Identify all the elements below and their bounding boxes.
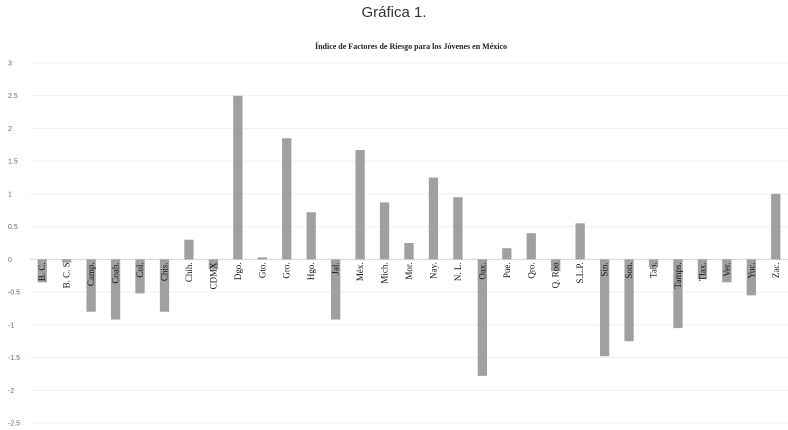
category-label: Ver.: [722, 262, 732, 276]
y-tick-label: 2: [8, 126, 12, 133]
category-label: Qro.: [526, 262, 536, 278]
bar: [208, 259, 219, 270]
category-label: Méx.: [355, 262, 365, 281]
category-label: Mich.: [380, 262, 390, 283]
y-axis: 3 2.5 2 1.5 1 0.5 0 -0.5 -1 -1.5 -2 -2.5: [8, 61, 20, 428]
bar: [746, 259, 756, 296]
bar: [37, 259, 47, 283]
category-label: Col.: [135, 262, 145, 277]
bar: [257, 257, 267, 260]
category-label: Oax.: [477, 262, 487, 279]
bar: [624, 259, 634, 342]
category-label: Hgo.: [306, 262, 316, 280]
y-tick-label: -1.5: [8, 355, 20, 362]
bar: [110, 259, 121, 320]
bar: [135, 259, 145, 294]
category-label: B. C.: [37, 262, 47, 281]
category-label: Dgo.: [233, 262, 243, 280]
bar: [184, 239, 194, 260]
bar: [282, 138, 292, 260]
bar: [355, 150, 365, 260]
y-tick-label: 2.5: [8, 93, 18, 100]
bar: [551, 259, 561, 272]
y-tick-label: -1: [8, 322, 14, 329]
bar: [599, 259, 610, 357]
category-label: Jal.: [331, 262, 341, 274]
category-label: Sin.: [600, 262, 610, 276]
category-label: Yuc.: [746, 262, 756, 278]
bar: [526, 233, 536, 260]
bar: [453, 197, 463, 260]
category-label: B. C. S: [62, 262, 72, 288]
bar: [428, 177, 439, 260]
figure-caption: Gráfica 1.: [361, 4, 427, 21]
bar: [379, 202, 390, 260]
category-labels: B. C. B. C. S Camp. Coah. Col. Chis. Chih. CDMX…: [37, 262, 781, 290]
y-tick-label: 1: [8, 191, 12, 198]
category-label: Camp.: [86, 262, 96, 286]
y-tick-label: -2: [8, 388, 14, 395]
y-tick-label: 1.5: [8, 159, 18, 166]
category-label: S.L.P.: [575, 262, 585, 283]
chart-title: Índice de Factores de Riesgo para los Jó…: [315, 41, 507, 51]
bar: [771, 193, 781, 260]
category-label: Mor.: [404, 262, 414, 279]
category-label: Coah.: [111, 262, 121, 283]
y-tick-label: -0.5: [8, 290, 20, 297]
category-label: Tab.: [649, 262, 659, 278]
grid-lines: [30, 62, 788, 424]
y-tick-label: 0: [8, 257, 12, 264]
category-label: Son.: [624, 262, 634, 278]
y-tick-label: 0.5: [8, 224, 18, 231]
y-tick-label: 3: [8, 61, 12, 68]
bar: [62, 259, 72, 263]
bar: [722, 259, 732, 283]
y-tick-label: -2.5: [8, 421, 20, 428]
category-label: Chis.: [159, 262, 169, 281]
bar: [233, 95, 243, 260]
bar: [673, 259, 683, 329]
category-label: Q. Roo: [551, 262, 561, 289]
bar: [648, 259, 659, 268]
bar: [404, 243, 414, 260]
category-label: Zac.: [771, 262, 781, 278]
bars: [37, 95, 781, 376]
bar: [502, 248, 512, 260]
category-label: Tamps.: [673, 262, 683, 288]
bar: [697, 259, 708, 279]
bar: [575, 223, 585, 260]
category-label: Nay.: [428, 262, 438, 279]
bar: [306, 212, 316, 260]
category-label: Chih.: [184, 262, 194, 282]
category-label: CDMX: [208, 262, 218, 290]
category-label: Gro.: [282, 262, 292, 278]
category-label: Tlax.: [697, 262, 707, 281]
bar: [159, 259, 170, 312]
category-label: Gto.: [257, 262, 267, 278]
category-label: Pue.: [502, 262, 512, 278]
category-label: N. L.: [453, 262, 463, 281]
bar: [330, 259, 341, 320]
bar: [477, 259, 488, 376]
bar: [86, 259, 96, 312]
